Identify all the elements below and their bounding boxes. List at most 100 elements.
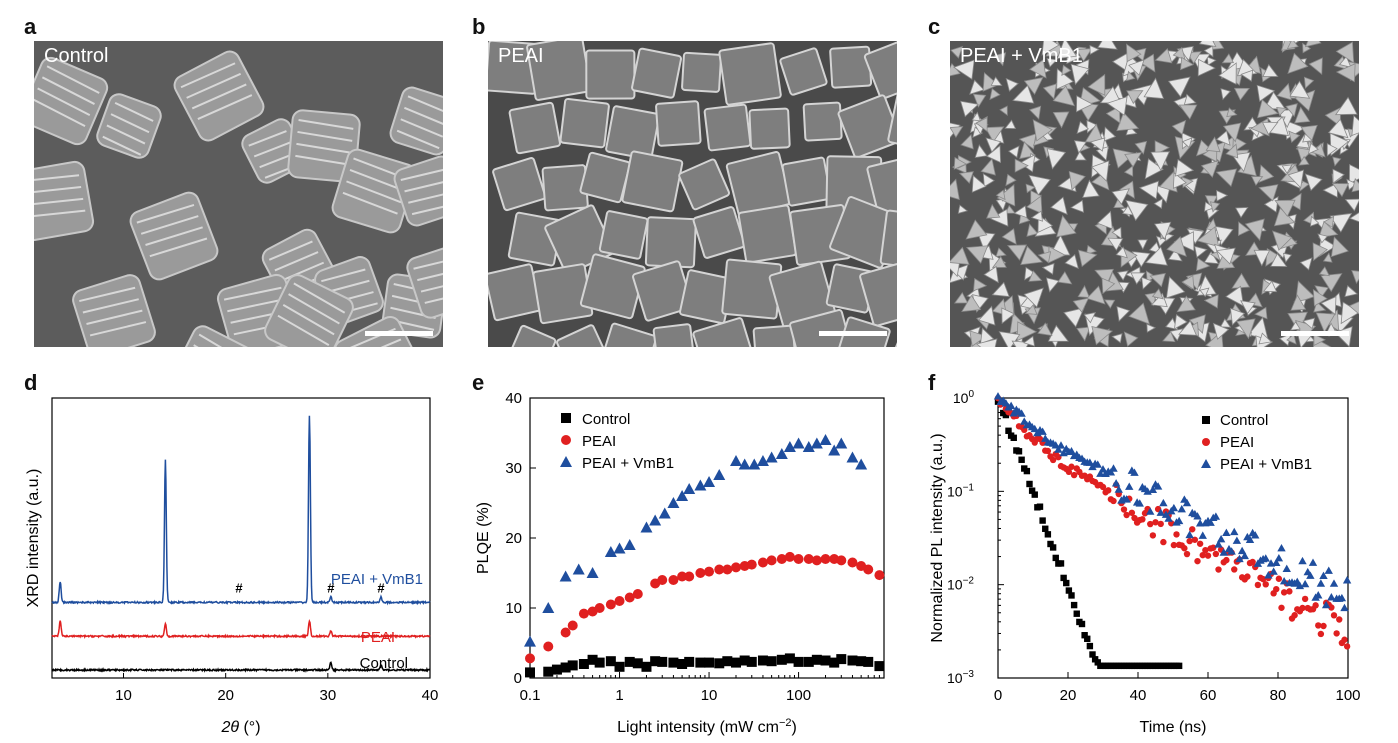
- sem-cube: [560, 99, 609, 148]
- data-point: [747, 657, 757, 667]
- data-point: [1325, 566, 1333, 573]
- data-point: [846, 452, 858, 463]
- data-point: [1026, 481, 1032, 487]
- sem-pyramid: [950, 177, 965, 200]
- y-tick-label: 0: [514, 670, 522, 687]
- panel-letter-b: b: [472, 14, 485, 40]
- data-point: [1255, 582, 1261, 588]
- sem-pyramid: [1139, 179, 1159, 199]
- scale-bar: [365, 331, 433, 336]
- sem-cube: [678, 159, 730, 211]
- sem-pyramid: [1236, 203, 1251, 218]
- y-tick-label: 10−1: [947, 482, 974, 499]
- data-point: [543, 642, 553, 652]
- x-tick-label: 60: [1200, 687, 1217, 704]
- sem-pyramid: [1113, 307, 1130, 324]
- data-point: [1320, 623, 1326, 629]
- y-tick-base: 10: [947, 483, 963, 499]
- data-point: [568, 621, 578, 631]
- data-point: [1202, 416, 1210, 424]
- data-point: [1286, 588, 1292, 594]
- sem-cube: [632, 48, 682, 98]
- data-point: [614, 543, 626, 554]
- sem-pyramid: [1042, 262, 1054, 274]
- data-point: [552, 665, 562, 675]
- sem-peai-crystals: [488, 41, 897, 347]
- x-tick-label: 0: [994, 687, 1002, 704]
- sem-cube: [749, 108, 789, 148]
- y-tick-label: 30: [505, 460, 522, 477]
- data-point: [1233, 536, 1241, 543]
- data-point: [1050, 544, 1056, 550]
- data-point: [1215, 566, 1221, 572]
- data-point: [1194, 558, 1200, 564]
- data-point: [1121, 506, 1127, 512]
- sem-cube: [682, 53, 721, 92]
- sem-pyramid: [1043, 278, 1058, 293]
- data-point: [573, 564, 585, 575]
- data-point: [767, 555, 777, 565]
- sem-pyramid: [1349, 165, 1359, 184]
- data-point: [615, 662, 625, 672]
- sem-pyramid: [1257, 180, 1278, 201]
- data-point: [1283, 565, 1291, 572]
- data-point: [542, 602, 554, 613]
- sem-pyramid: [1172, 116, 1190, 134]
- sem-pyramid: [1073, 122, 1088, 137]
- data-point: [595, 658, 605, 668]
- data-point: [1312, 602, 1318, 608]
- x-tick-label: 10: [115, 687, 132, 704]
- sem-pyramid: [1000, 106, 1011, 117]
- x-axis-label: Time (ns): [1140, 719, 1207, 736]
- data-point: [1079, 621, 1085, 627]
- data-point: [561, 628, 571, 638]
- sem-cube: [738, 205, 796, 263]
- data-point: [1125, 482, 1133, 489]
- sem-pyramid: [1297, 157, 1309, 169]
- sem-pyramid: [1075, 151, 1088, 164]
- sem-pyramid: [1255, 307, 1268, 320]
- sem-pyramid: [1343, 194, 1359, 211]
- data-point: [1176, 663, 1182, 669]
- data-point: [1333, 630, 1339, 636]
- data-point: [1330, 579, 1338, 586]
- data-point: [561, 435, 571, 445]
- sem-crystal: [71, 273, 158, 347]
- data-point: [1184, 551, 1190, 557]
- data-point: [1045, 448, 1051, 454]
- sem-pyramid: [1030, 106, 1045, 121]
- sem-pyramid: [1214, 163, 1237, 186]
- y-tick-base: 10: [947, 670, 963, 686]
- sem-pyramid: [1195, 244, 1208, 257]
- data-point: [595, 603, 605, 613]
- sem-cube: [693, 317, 757, 347]
- sem-cube: [838, 94, 897, 158]
- peak-annotation: #: [327, 580, 335, 595]
- data-point: [560, 456, 572, 467]
- data-point: [1213, 551, 1219, 557]
- sem-cube: [830, 47, 871, 88]
- data-point: [1331, 612, 1337, 618]
- data-point: [1231, 566, 1237, 572]
- data-point: [730, 455, 742, 466]
- x-tick-label: 80: [1270, 687, 1287, 704]
- data-point: [633, 589, 643, 599]
- sem-pyramid: [1281, 53, 1307, 79]
- sem-pyramid: [972, 112, 981, 121]
- sem-cube: [622, 151, 683, 212]
- data-point: [704, 567, 714, 577]
- sem-pyramid: [986, 89, 1000, 103]
- data-point: [684, 657, 694, 667]
- panel-letter-c: c: [928, 14, 940, 40]
- data-point: [1068, 592, 1074, 598]
- data-point: [1222, 529, 1230, 536]
- sem-pyramid: [1003, 120, 1015, 132]
- data-point: [1158, 521, 1164, 527]
- legend-label: Control: [582, 411, 630, 428]
- data-point: [812, 555, 822, 565]
- data-point: [1071, 602, 1077, 608]
- data-point: [874, 570, 884, 580]
- sem-pyramid: [1289, 278, 1314, 303]
